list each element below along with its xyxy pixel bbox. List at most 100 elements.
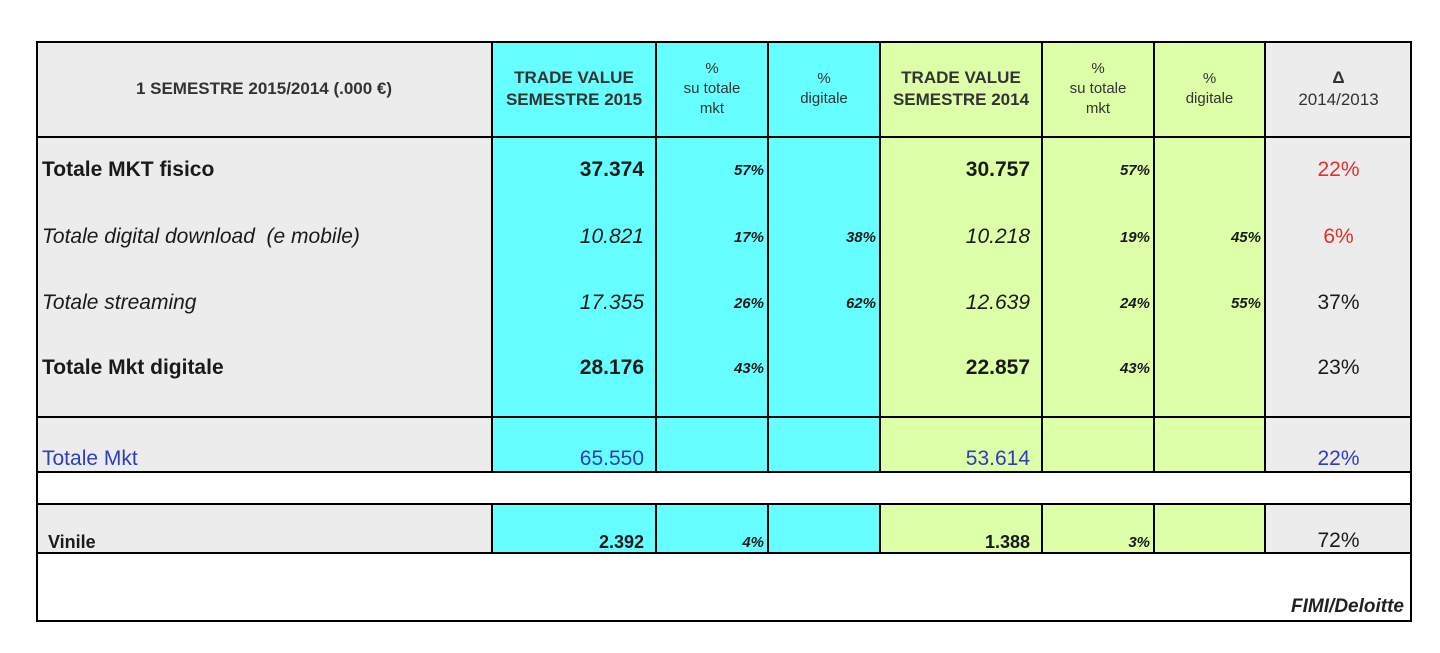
line-below-header — [36, 136, 1412, 138]
row-vinile-delta: 72% — [1265, 505, 1412, 554]
border-bottom — [36, 620, 1412, 622]
header-tv2015-line1: TRADE VALUE — [514, 68, 634, 87]
vdiv-1-top — [491, 41, 493, 473]
row-total-delta: 22% — [1265, 417, 1412, 473]
row-digitale-mkt2015: 43% — [733, 359, 764, 377]
line-above-total — [36, 416, 1412, 418]
vdiv-7-vinile — [1264, 503, 1266, 554]
row-streaming-mkt2015: 26% — [733, 294, 764, 312]
header-pct-mkt-2015: % su totale mkt — [656, 41, 768, 137]
vdiv-5-vinile — [1041, 503, 1043, 554]
row-streaming-label: Totale streaming — [42, 291, 197, 314]
vdiv-5-top — [1041, 41, 1043, 473]
header-tv2014-line2: SEMESTRE 2014 — [892, 90, 1030, 109]
body-label-bg — [36, 137, 492, 417]
body-2014-bg — [880, 137, 1265, 417]
row-digitale-dig2014 — [1154, 347, 1265, 389]
spacer-row — [36, 473, 1412, 505]
row-total-mkt2015 — [656, 417, 768, 473]
header-tv2015-line2: SEMESTRE 2015 — [505, 90, 643, 109]
row-download-mkt2015: 17% — [733, 228, 764, 246]
row-total-dig2014 — [1154, 417, 1265, 473]
header-trade-value-2014: TRADE VALUE SEMESTRE 2014 — [880, 41, 1042, 137]
row-fisico-mkt2015: 57% — [733, 161, 764, 179]
header-pct-mkt-2015-line1: % — [705, 60, 719, 77]
row-download-dig2014: 45% — [1230, 228, 1261, 246]
body-delta-bg — [1265, 137, 1412, 417]
vdiv-6-top — [1153, 41, 1155, 473]
vdiv-2-vinile — [655, 503, 657, 554]
row-vinile-dig2015 — [768, 505, 880, 554]
row-streaming-mkt2014: 24% — [1119, 294, 1150, 312]
vdiv-2-top — [655, 41, 657, 473]
row-total-label: Totale Mkt — [36, 417, 492, 473]
row-vinile-mkt2015: 4% — [656, 505, 768, 554]
header-title: 1 SEMESTRE 2015/2014 (.000 €) — [36, 41, 492, 137]
row-fisico-delta: 22% — [1317, 158, 1360, 181]
row-total-mkt2014 — [1042, 417, 1154, 473]
header-delta-line1: Δ — [1332, 68, 1345, 87]
header-pct-dig-2015-line2: digitale — [800, 90, 848, 107]
header-tv2014-line1: TRADE VALUE — [901, 68, 1021, 87]
header-pct-dig-2014: % digitale — [1154, 41, 1265, 137]
row-digitale-tv2014: 22.857 — [965, 356, 1030, 379]
row-vinile-label: Vinile — [36, 505, 492, 554]
row-fisico-tv2015: 37.374 — [579, 158, 644, 181]
row-fisico-dig2015 — [768, 149, 880, 191]
vdiv-7-top — [1264, 41, 1266, 473]
row-digitale-mkt2014: 43% — [1119, 359, 1150, 377]
row-digitale-delta: 23% — [1317, 356, 1360, 379]
vdiv-3-vinile — [767, 503, 769, 554]
row-streaming-tv2015: 17.355 — [579, 291, 644, 314]
footer-area: FIMI/Deloitte — [36, 554, 1412, 622]
row-download-dig2015: 38% — [845, 228, 876, 246]
row-digitale-label: Totale Mkt digitale — [42, 356, 224, 379]
header-pct-mkt-2015-line2: su totale — [683, 80, 741, 97]
source-credit: FIMI/Deloitte — [1291, 596, 1404, 617]
row-streaming-dig2015: 62% — [845, 294, 876, 312]
line-below-vinile — [36, 552, 1412, 554]
row-download-label: Totale digital download (e mobile) — [42, 225, 360, 248]
market-table: 1 SEMESTRE 2015/2014 (.000 €) TRADE VALU… — [36, 41, 1412, 622]
row-streaming-delta: 37% — [1317, 291, 1360, 314]
header-pct-mkt-2015-line3: mkt — [699, 100, 725, 117]
row-download-tv2014: 10.218 — [965, 225, 1030, 248]
header-pct-mkt-2014: % su totale mkt — [1042, 41, 1154, 137]
border-top — [36, 41, 1412, 43]
row-total-tv2014: 53.614 — [880, 417, 1042, 473]
body-2015-bg — [492, 137, 880, 417]
vdiv-4-vinile — [879, 503, 881, 554]
row-streaming-dig2014: 55% — [1230, 294, 1261, 312]
header-pct-mkt-2014-line2: su totale — [1069, 80, 1127, 97]
row-fisico-dig2014 — [1154, 149, 1265, 191]
row-download-tv2015: 10.821 — [579, 225, 644, 248]
line-below-total — [36, 471, 1412, 473]
row-total-tv2015: 65.550 — [492, 417, 656, 473]
vdiv-3-top — [767, 41, 769, 473]
vdiv-6-vinile — [1153, 503, 1155, 554]
vdiv-4-top — [879, 41, 881, 473]
header-delta-line2: 2014/2013 — [1298, 90, 1379, 109]
row-digitale-tv2015: 28.176 — [579, 356, 644, 379]
row-vinile-dig2014 — [1154, 505, 1265, 554]
row-digitale-dig2015 — [768, 347, 880, 389]
header-pct-dig-2015-line1: % — [817, 70, 831, 87]
header-pct-dig-2015: % digitale — [768, 41, 880, 137]
row-streaming-tv2014: 12.639 — [965, 291, 1030, 314]
row-vinile-tv2014: 1.388 — [880, 505, 1042, 554]
row-download-mkt2014: 19% — [1119, 228, 1150, 246]
row-total-dig2015 — [768, 417, 880, 473]
header-pct-mkt-2014-line1: % — [1091, 60, 1105, 77]
row-fisico-tv2014: 30.757 — [965, 158, 1030, 181]
border-left — [36, 41, 38, 622]
header-trade-value-2015: TRADE VALUE SEMESTRE 2015 — [492, 41, 656, 137]
row-vinile-mkt2014: 3% — [1042, 505, 1154, 554]
line-above-vinile — [36, 503, 1412, 505]
row-download-delta: 6% — [1323, 225, 1354, 248]
border-right — [1410, 41, 1412, 622]
header-pct-mkt-2014-line3: mkt — [1085, 100, 1111, 117]
row-fisico-mkt2014: 57% — [1119, 161, 1150, 179]
vdiv-1-vinile — [491, 503, 493, 554]
row-vinile-tv2015: 2.392 — [492, 505, 656, 554]
row-fisico-label: Totale MKT fisico — [42, 158, 215, 181]
